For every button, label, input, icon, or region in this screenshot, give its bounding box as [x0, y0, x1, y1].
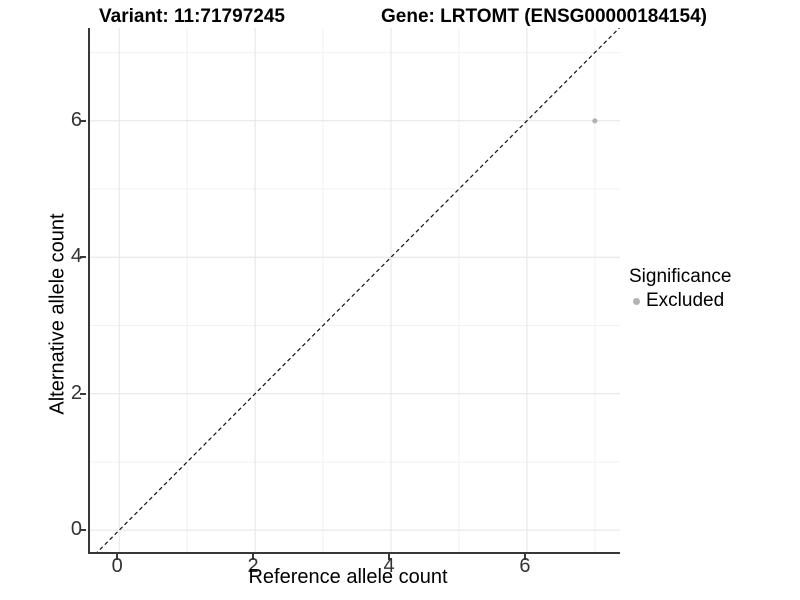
- plot-title-gene: Gene: LRTOMT (ENSG00000184154): [381, 6, 707, 27]
- data-point: [592, 118, 598, 124]
- plot-title-variant: Variant: 11:71797245: [99, 6, 285, 27]
- y-tick-label: 2: [70, 381, 82, 404]
- x-tick-label: 4: [383, 555, 395, 577]
- y-tick-label: 6: [70, 108, 82, 131]
- y-tick-label: 0: [70, 518, 82, 541]
- x-axis-label: Reference allele count: [248, 566, 448, 588]
- y-tick-mark: [80, 119, 86, 122]
- x-tick-label: 2: [247, 555, 259, 577]
- x-tick-mark: [388, 554, 390, 560]
- x-tick-mark: [116, 554, 119, 560]
- legend-title: Significance: [629, 266, 732, 287]
- x-tick-label: 0: [111, 555, 123, 577]
- plot-panel: [88, 28, 620, 554]
- identity-line: [96, 28, 620, 552]
- x-tick-label: 6: [519, 555, 531, 577]
- legend: Significance Excluded: [629, 266, 731, 312]
- plot-panel-canvas: [90, 28, 620, 552]
- y-tick-mark: [80, 529, 86, 532]
- x-tick-mark: [252, 554, 255, 560]
- legend-item: Excluded: [629, 290, 731, 312]
- legend-item-label: Excluded: [646, 290, 725, 311]
- y-tick-mark: [80, 392, 86, 395]
- y-tick-label: 4: [70, 245, 82, 268]
- y-tick-mark: [80, 256, 86, 259]
- legend-point-icon: [633, 297, 640, 305]
- x-tick-mark: [523, 554, 526, 560]
- legend-items: Excluded: [629, 290, 731, 312]
